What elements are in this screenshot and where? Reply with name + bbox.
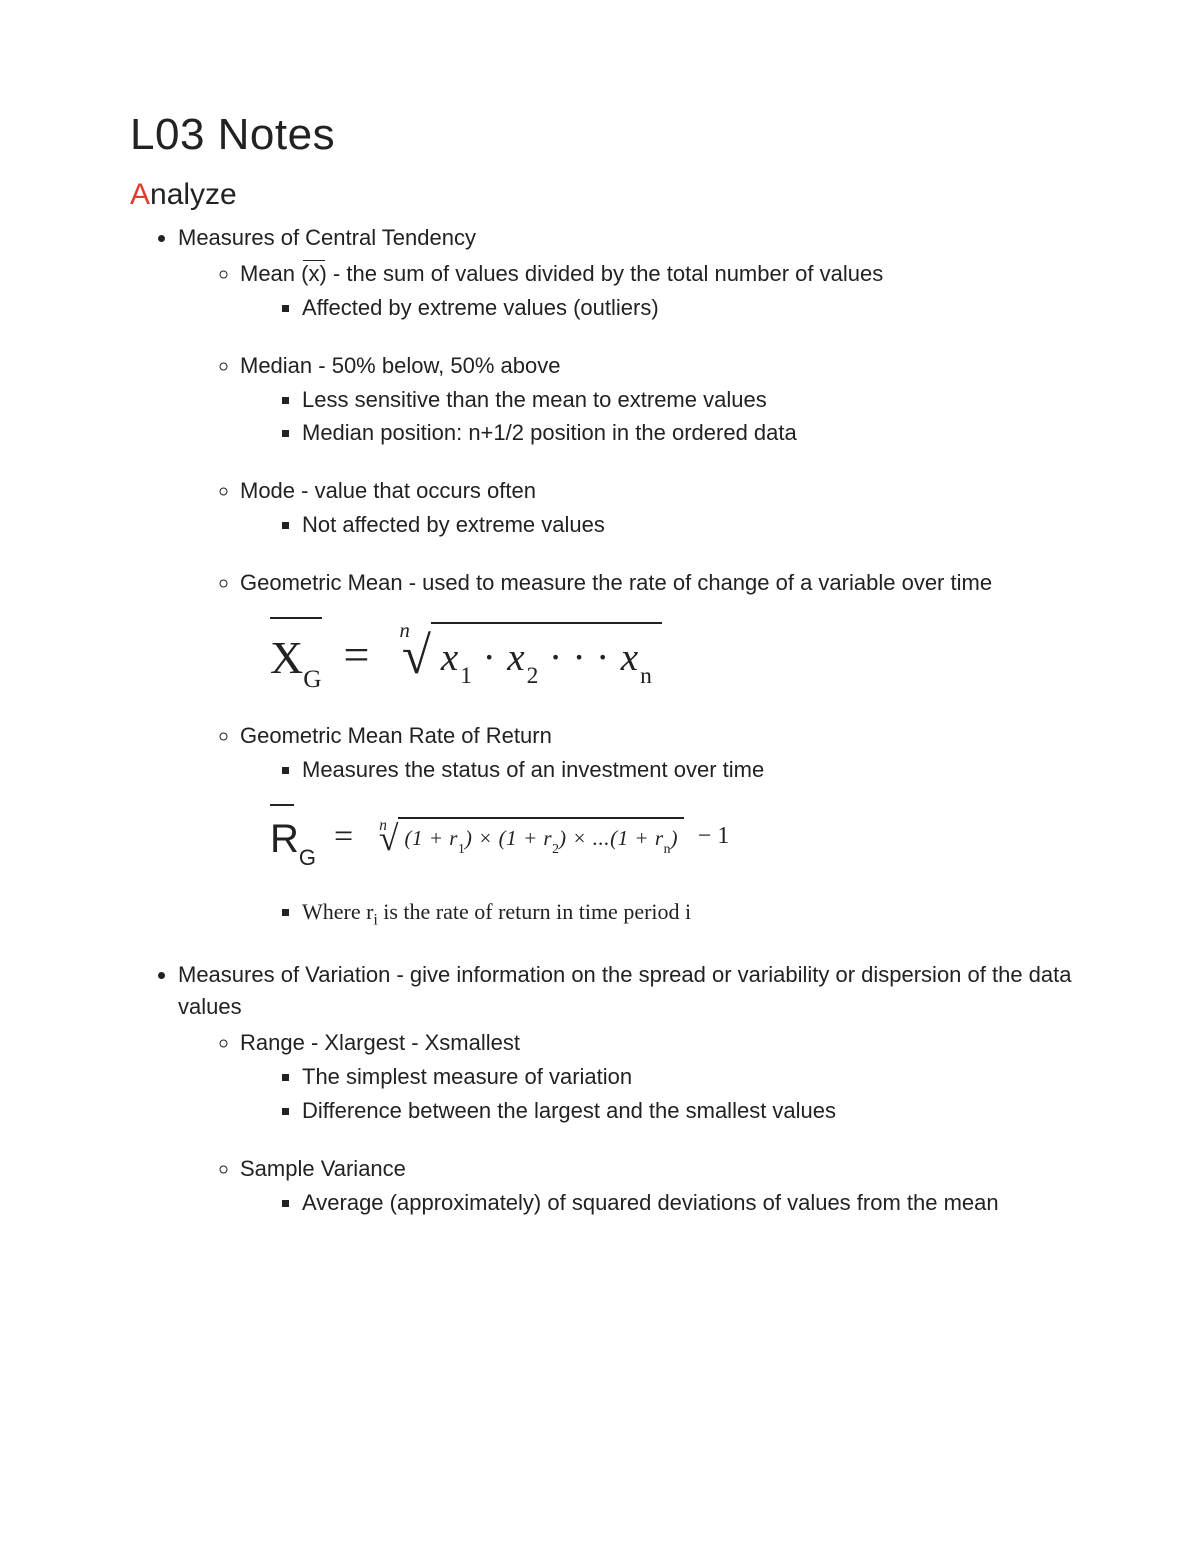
mean-label-post: - the sum of values divided by the total… [327,261,883,286]
section-heading-analyze: Analyze [130,178,1080,212]
where-pre: Where r [302,899,373,924]
mean-subpoints: Affected by extreme values (outliers) [240,292,1080,324]
rdots: · · · [538,636,620,679]
mode-label: Mode - value that occurs often [240,478,536,503]
rg-R: R [270,817,299,861]
p-s2: 2 [552,841,559,856]
p-s1: 1 [458,841,465,856]
nth-root: n √ x1 · x2 · · · xn [391,622,661,689]
document-page: L03 Notes Analyze Measures of Central Te… [0,0,1200,1287]
top-level-list: Measures of Central Tendency Mean (x) - … [130,222,1080,1219]
median-subpoints: Less sensitive than the mean to extreme … [240,384,1080,450]
radicand: x1 · x2 · · · xn [431,622,662,689]
geomean-formula: XG = n √ x1 · x2 · · · xn [240,617,1080,694]
central-tendency-heading: Measures of Central Tendency [178,225,476,250]
geomean-item: Geometric Mean - used to measure the rat… [240,567,1080,694]
xbar-inline-icon: (x) [301,258,327,290]
mode-sub1: Not affected by extreme values [302,509,1080,541]
range-sub2: Difference between the largest and the s… [302,1095,1080,1127]
range-label: Range - Xlargest - Xsmallest [240,1030,520,1055]
range-subpoints: The simplest measure of variation Differ… [240,1061,1080,1127]
rx2: x [507,636,526,679]
nth-root-2: n √ (1 + r1) × (1 + r2) × ...(1 + rn) [371,817,684,856]
rxn: x [621,636,640,679]
radical-icon-2: √ [379,821,399,857]
p-mid2: ) × ...(1 + r [559,826,664,850]
where-subpoints: Where ri is the rate of return in time p… [240,896,1080,932]
section-accent-letter: A [130,178,150,211]
rs2: 2 [527,663,539,689]
overbar-icon [270,617,322,619]
p-close: ) [670,826,678,850]
geomean-ror-subpoints: Measures the status of an investment ove… [240,754,1080,786]
page-title: L03 Notes [130,110,1080,160]
variance-item: Sample Variance Average (approximately) … [240,1153,1080,1219]
formula-xg: XG = n √ x1 · x2 · · · xn [270,617,1080,694]
variance-sub1: Average (approximately) of squared devia… [302,1187,1080,1219]
median-sub1: Less sensitive than the mean to extreme … [302,384,1080,416]
overbar-icon-2 [270,804,294,806]
variance-label: Sample Variance [240,1156,406,1181]
xg-sub: G [303,665,321,693]
mean-item: Mean (x) - the sum of values divided by … [240,258,1080,324]
variance-subpoints: Average (approximately) of squared devia… [240,1187,1080,1219]
mode-subpoints: Not affected by extreme values [240,509,1080,541]
range-item: Range - Xlargest - Xsmallest The simples… [240,1027,1080,1127]
p-open: (1 + r [404,826,458,850]
variation-sublist: Range - Xlargest - Xsmallest The simples… [178,1027,1080,1218]
rg-bar-symbol: RG [270,804,316,870]
central-sublist: Mean (x) - the sum of values divided by … [178,258,1080,931]
xg-X: X [270,632,303,683]
xg-bar-symbol: XG [270,617,322,694]
median-label: Median - 50% below, 50% above [240,353,560,378]
radical-icon: √ [402,630,431,683]
p-mid: ) × (1 + r [465,826,552,850]
rg-sub: G [299,845,316,870]
range-sub1: The simplest measure of variation [302,1061,1080,1093]
median-sub2: Median position: n+1/2 position in the o… [302,417,1080,449]
geomean-ror-item: Geometric Mean Rate of Return Measures t… [240,720,1080,931]
geomean-ror-sub1: Measures the status of an investment ove… [302,754,1080,786]
geomean-ror-label: Geometric Mean Rate of Return [240,723,552,748]
variation-item: Measures of Variation - give information… [178,959,1080,1218]
rsn: n [640,663,652,689]
central-tendency-item: Measures of Central Tendency Mean (x) - … [178,222,1080,931]
median-item: Median - 50% below, 50% above Less sensi… [240,350,1080,450]
equals-sign-2: = [326,812,361,861]
mode-item: Mode - value that occurs often Not affec… [240,475,1080,541]
p-sn: n [664,841,671,856]
where-line: Where ri is the rate of return in time p… [302,896,1080,932]
geomean-label: Geometric Mean - used to measure the rat… [240,570,992,595]
equals-sign: = [336,622,378,689]
rx1: x [441,636,460,679]
section-heading-rest: nalyze [150,178,237,211]
mean-label-pre: Mean [240,261,301,286]
radicand-2: (1 + r1) × (1 + r2) × ...(1 + rn) [398,817,684,856]
minus-one: − 1 [694,819,729,854]
where-text: Where ri is the rate of return in time p… [302,899,691,924]
rs1: 1 [460,663,472,689]
formula-rg: RG = n √ (1 + r1) × (1 + r2) × ...(1 + r… [270,804,1080,870]
rdot1: · [472,636,507,679]
rg-formula: RG = n √ (1 + r1) × (1 + r2) × ...(1 + r… [240,804,1080,870]
mean-sub1: Affected by extreme values (outliers) [302,292,1080,324]
variation-heading: Measures of Variation - give information… [178,962,1072,1019]
where-post: is the rate of return in time period i [378,899,691,924]
